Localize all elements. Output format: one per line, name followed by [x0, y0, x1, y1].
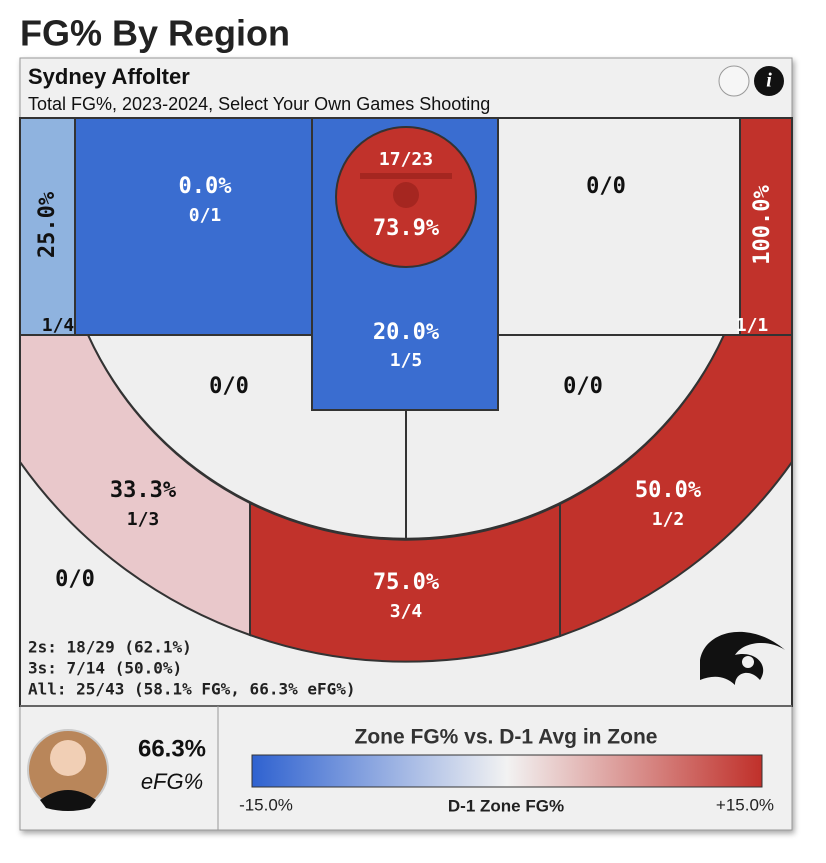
- zone-pct: 100.0%: [750, 185, 775, 265]
- page-title: FG% By Region: [20, 13, 290, 54]
- legend-axis-label: D-1 Zone FG%: [448, 796, 564, 815]
- court: [19, 117, 793, 707]
- legend-min: -15.0%: [239, 795, 293, 814]
- subtitle: Total FG%, 2023-2024, Select Your Own Ga…: [28, 94, 490, 114]
- info-button[interactable]: [754, 66, 784, 96]
- zone-shots: 1/5: [390, 350, 423, 371]
- summary-line: 3s: 7/14 (50.0%): [28, 659, 182, 678]
- zone-shots: 1/3: [127, 509, 160, 530]
- zone-right-upper-mid: [497, 117, 741, 336]
- legend-gradient: [251, 754, 763, 788]
- zone-shots: 1/2: [652, 509, 685, 530]
- zone-shots: 0/0: [55, 567, 95, 592]
- zone-pct: 75.0%: [373, 570, 440, 595]
- zone-shots: 0/0: [586, 174, 626, 199]
- zone-shots: 1/4: [42, 315, 75, 336]
- toggle-button[interactable]: [718, 65, 750, 97]
- zone-pct: 25.0%: [35, 191, 60, 258]
- summary-line: All: 25/43 (58.1% FG%, 66.3% eFG%): [28, 680, 356, 699]
- zone-pct: 20.0%: [373, 320, 440, 345]
- efg-value: 66.3%: [138, 735, 206, 762]
- zone-shots: 0/0: [209, 374, 249, 399]
- zone-shots: 17/23: [379, 149, 433, 170]
- zone-pct: 73.9%: [373, 216, 440, 241]
- rim: [393, 182, 419, 208]
- zone-shots: 3/4: [390, 601, 423, 622]
- legend-title: Zone FG% vs. D-1 Avg in Zone: [355, 726, 658, 749]
- zone-left-upper-mid: [74, 117, 313, 336]
- zone-pct: 33.3%: [110, 478, 177, 503]
- summary-line: 2s: 18/29 (62.1%): [28, 638, 192, 657]
- zone-pct: 0.0%: [179, 174, 233, 199]
- player-photo-jersey: [40, 790, 96, 811]
- legend-max: +15.0%: [716, 795, 774, 814]
- player-name: Sydney Affolter: [28, 64, 190, 89]
- info-icon: i: [766, 70, 772, 92]
- player-photo-face: [50, 740, 86, 776]
- team-logo: [700, 631, 785, 685]
- zone-right-wing-three: [559, 334, 793, 638]
- zone-shots: 1/1: [736, 315, 769, 336]
- zone-pct: 50.0%: [635, 478, 702, 503]
- efg-label: eFG%: [141, 769, 203, 794]
- zone-right-corner: [739, 117, 793, 336]
- zone-shots: 0/0: [563, 374, 603, 399]
- zone-shots: 0/1: [189, 205, 222, 226]
